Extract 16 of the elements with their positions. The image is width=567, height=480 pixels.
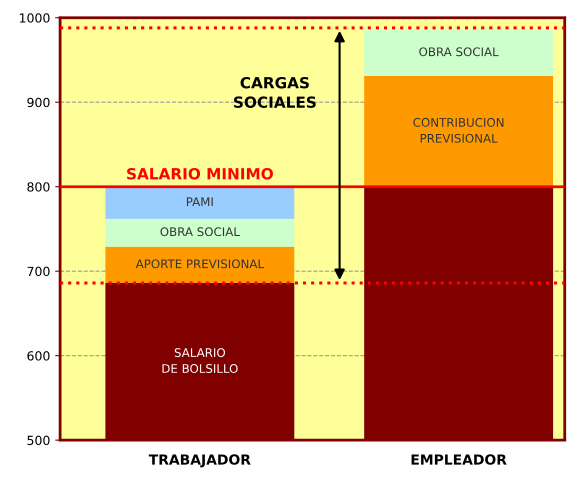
- y-tick-label: 500: [27, 436, 50, 446]
- series-label: PAMI: [186, 197, 213, 206]
- y-tick-label: 800: [27, 182, 50, 192]
- y-tick-label: 700: [28, 266, 50, 276]
- annotation: CARGAS SOCIALES: [234, 76, 316, 108]
- x-tick-label: TRABAJADOR: [148, 454, 251, 468]
- series-label: APORTE PREVISIONAL: [136, 259, 264, 268]
- x-tick-label: EMPLEADOR: [412, 454, 507, 465]
- y-tick-label: 1000: [20, 13, 50, 23]
- series-label: SALARIO DE BOLSILLO: [162, 348, 238, 373]
- y-tick-label: 900: [27, 98, 50, 108]
- series-label: CONTRIBUCION PREVISIONAL: [413, 118, 504, 143]
- y-tick-label: 600: [27, 351, 50, 361]
- ref-line-label: SALARIO MINIMO: [127, 168, 273, 180]
- series-label: OBRA SOCIAL: [160, 227, 240, 236]
- text: OBRA SOCIAL: [419, 47, 499, 56]
